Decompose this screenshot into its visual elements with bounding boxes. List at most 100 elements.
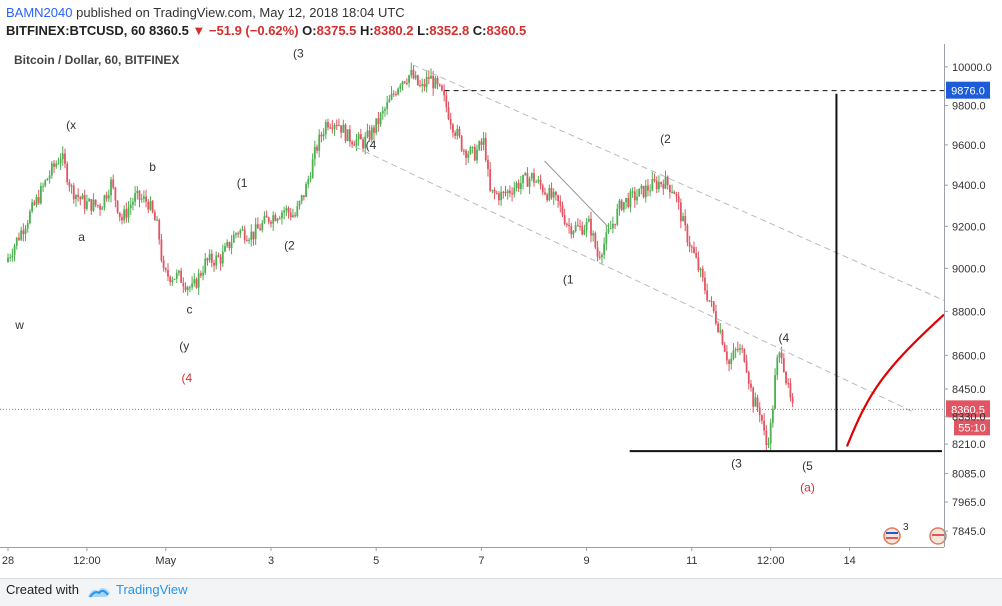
candle-body (375, 118, 378, 133)
tradingview-logo-icon (88, 587, 110, 598)
flag-stripe (886, 532, 898, 534)
change-down-icon: ▼ (192, 23, 206, 38)
last-price-label: 8360.5 (951, 404, 985, 416)
time-tick-label: 9 (584, 555, 590, 567)
candle-body (559, 200, 562, 206)
candle-body (397, 88, 400, 95)
wave-label: b (149, 160, 156, 174)
plot-background[interactable] (0, 44, 944, 547)
candle-body (197, 273, 200, 288)
candle-body (596, 247, 599, 257)
time-tick-label: 28 (2, 555, 14, 567)
plot-area[interactable] (0, 44, 944, 547)
event-flag-icon-2[interactable] (929, 527, 947, 545)
candle-body (651, 179, 654, 191)
candle-body (53, 163, 55, 167)
candle-body (761, 415, 763, 421)
candle-body (202, 272, 204, 276)
flag-circle (883, 527, 901, 545)
candle-body (42, 185, 44, 187)
candle-body (15, 237, 18, 246)
candle-body (620, 200, 623, 210)
candle-body (730, 358, 733, 365)
wave-label: (3 (293, 46, 304, 60)
candle-body (430, 75, 432, 79)
price-tick-label: 8800.0 (952, 306, 986, 318)
candle-body (105, 195, 108, 199)
candle-body (598, 256, 601, 258)
minor-trend-line (544, 160, 608, 227)
candle-body (112, 179, 115, 188)
candle-body (583, 230, 586, 235)
candle-body (631, 191, 634, 193)
candle-body (421, 83, 424, 86)
candle-body (208, 253, 211, 261)
wave-label: (1 (563, 272, 574, 286)
candle-body (658, 182, 660, 190)
candle-body (267, 217, 270, 222)
candle-body (482, 138, 485, 145)
candle-body (750, 383, 752, 388)
wave-label: (y (179, 339, 189, 353)
candle-body (704, 277, 706, 291)
price-axis[interactable]: 10000.0 9800.0 9600.0 9400.0 9200.0 9000.0 880… (944, 44, 992, 547)
candle-body (349, 129, 351, 142)
wave-labels: (x b a (1 (2 c (y (4 w (3 (4 (1 (2 (4 (3 (5 (a) (14, 46, 815, 494)
candle-body (342, 124, 345, 133)
candle-body (390, 93, 393, 100)
candle-body (576, 225, 579, 227)
candle-body (289, 212, 292, 218)
wave-label: c (186, 303, 192, 317)
candle-body (677, 196, 680, 203)
candle-body (688, 242, 691, 247)
footer: Created with TradingView (0, 578, 1002, 606)
author-link[interactable]: BAMN2040 (6, 5, 73, 20)
candle-body (278, 218, 281, 220)
candle-body (419, 85, 421, 87)
candle-body (22, 230, 25, 234)
candle-body (732, 350, 735, 359)
candle-body (48, 175, 51, 179)
candle-body (452, 124, 454, 133)
candle-body (581, 226, 584, 235)
candle-body (423, 83, 426, 87)
candle-body (780, 352, 783, 359)
candle-body (438, 84, 441, 86)
candle-body (373, 127, 375, 133)
candle-body (386, 102, 389, 109)
candle-body (287, 208, 290, 213)
time-axis[interactable]: 28 12:00 May 3 5 7 9 11 12:00 14 (0, 547, 944, 567)
candle-body (721, 330, 724, 345)
candle-body (473, 146, 476, 161)
candle-body (327, 122, 329, 128)
time-tick-label: 7 (478, 555, 484, 567)
candle-body (535, 181, 538, 183)
candle-body (462, 150, 465, 152)
candle-body (265, 215, 268, 218)
candle-body (541, 185, 544, 193)
candle-body (158, 219, 161, 240)
candle-body (469, 147, 472, 154)
candle-body (351, 141, 353, 145)
candle-body (478, 141, 481, 150)
candle-body (318, 134, 321, 151)
candle-body (695, 252, 698, 258)
tradingview-link[interactable]: TradingView (116, 582, 188, 597)
candle-body (300, 195, 303, 202)
candle-body (248, 239, 250, 241)
candle-body (333, 125, 336, 129)
candle-body (539, 179, 542, 186)
candle-body (592, 233, 595, 236)
candle-body (77, 194, 80, 198)
candle-body (502, 191, 505, 193)
candle-body (171, 279, 174, 282)
event-flag-icon[interactable]: 3 (883, 522, 909, 545)
candle-body (254, 224, 257, 240)
candle-body (471, 146, 474, 148)
candle-body (410, 69, 413, 76)
candle-body (107, 195, 110, 199)
price-tick-label: 8600.0 (952, 350, 986, 362)
candle-body (274, 215, 277, 221)
candle-body (66, 163, 69, 183)
